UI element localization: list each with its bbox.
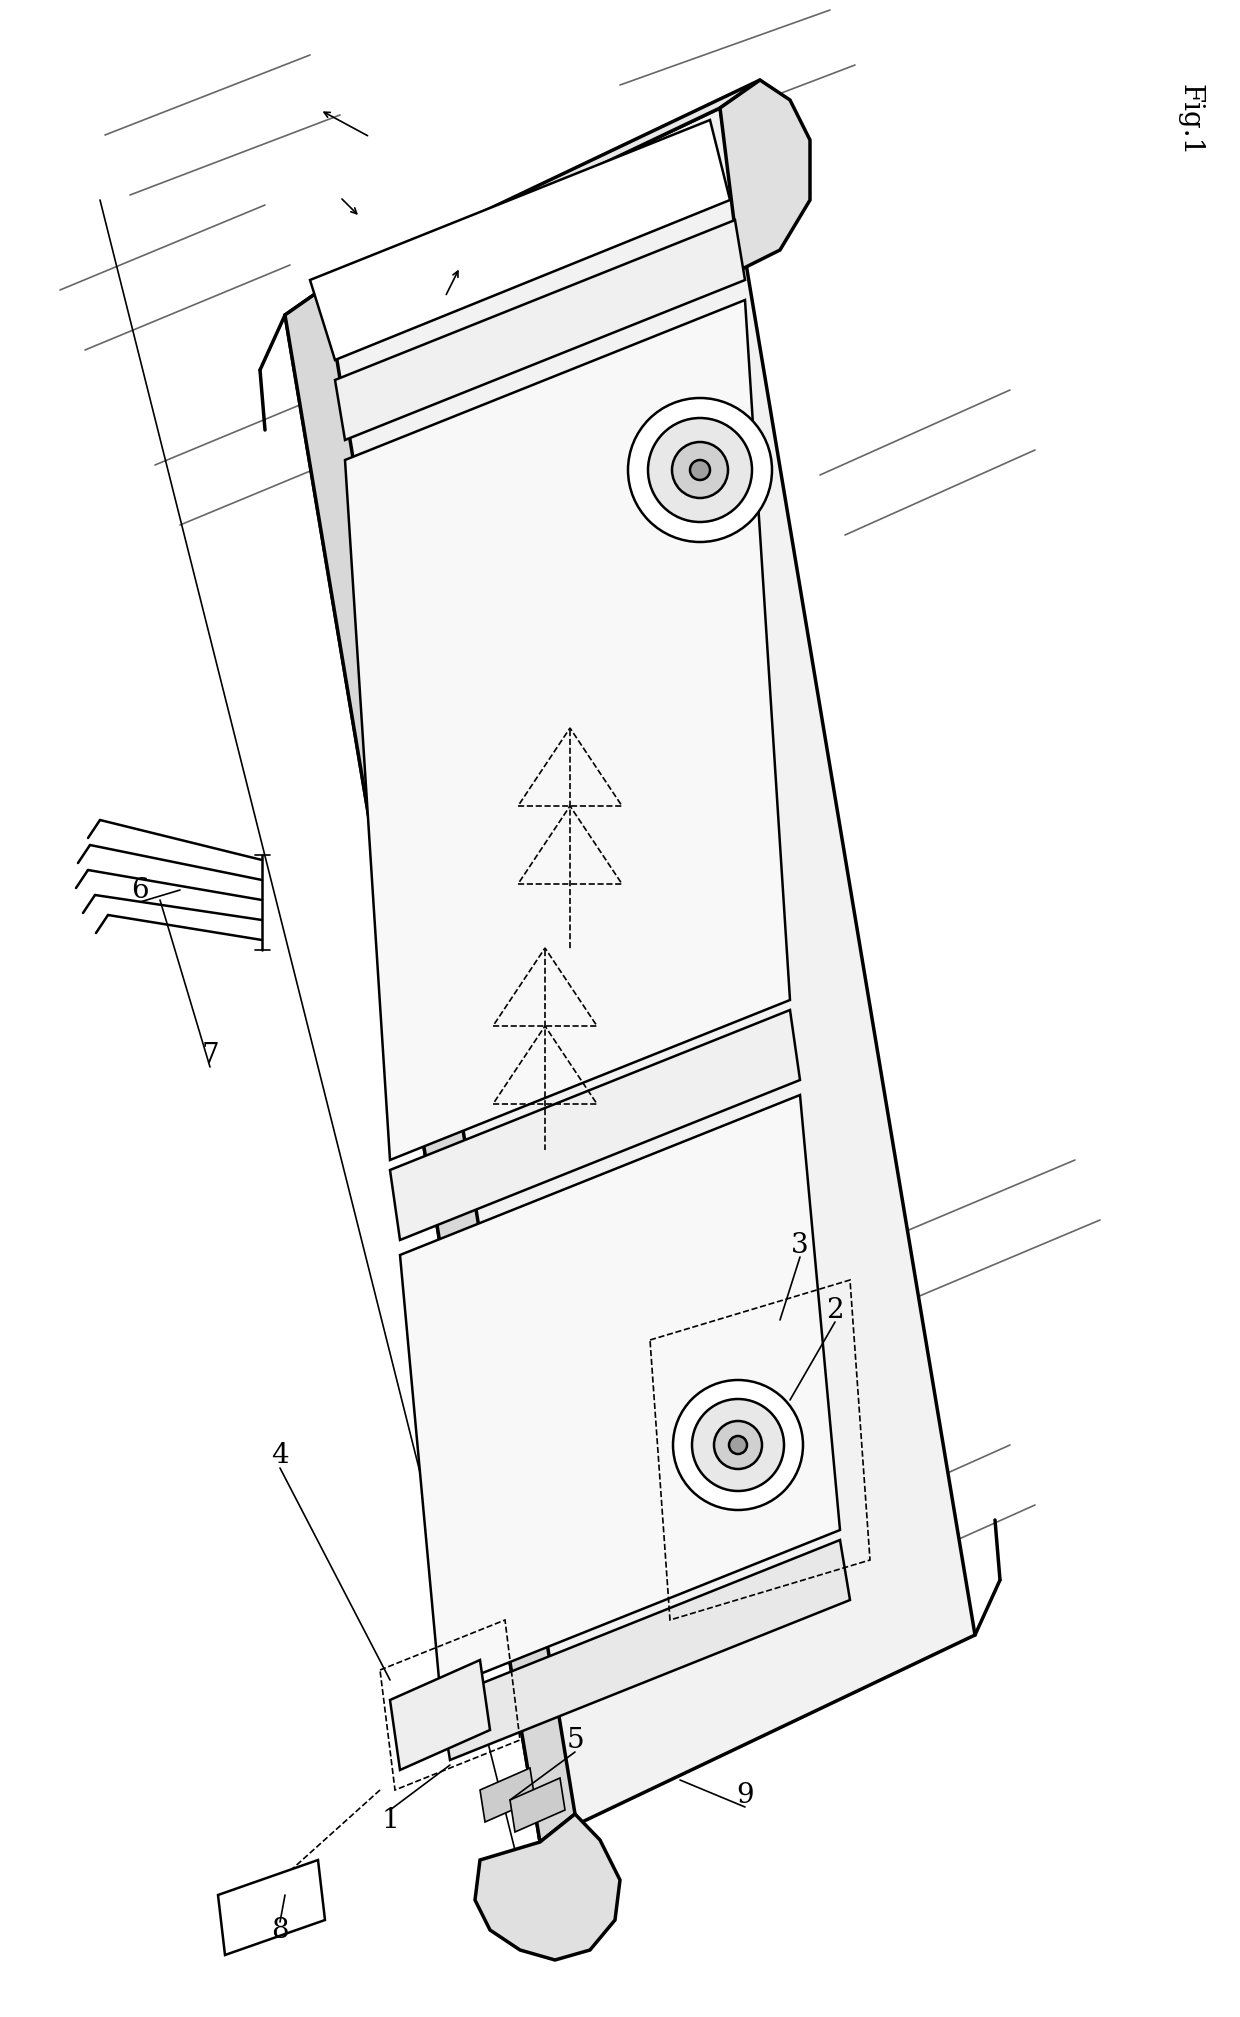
Text: 5: 5 <box>567 1727 584 1753</box>
Polygon shape <box>285 286 575 1842</box>
Text: Fig.1: Fig.1 <box>1177 85 1204 155</box>
Polygon shape <box>218 1860 325 1954</box>
Text: 4: 4 <box>272 1442 289 1468</box>
Text: 6: 6 <box>131 877 149 904</box>
Text: 2: 2 <box>826 1297 843 1323</box>
Polygon shape <box>285 109 975 1842</box>
Circle shape <box>673 1380 804 1511</box>
Polygon shape <box>310 119 730 359</box>
Polygon shape <box>510 1779 565 1831</box>
Circle shape <box>672 442 728 498</box>
Circle shape <box>627 397 773 543</box>
Text: 1: 1 <box>381 1807 399 1833</box>
Polygon shape <box>335 220 745 440</box>
Circle shape <box>692 1400 784 1491</box>
Circle shape <box>689 460 711 480</box>
Polygon shape <box>391 1660 490 1771</box>
Circle shape <box>649 418 751 522</box>
Text: 8: 8 <box>272 1916 289 1944</box>
Text: 9: 9 <box>737 1781 754 1809</box>
Polygon shape <box>720 81 810 270</box>
Text: 3: 3 <box>791 1232 808 1259</box>
Polygon shape <box>285 81 760 315</box>
Circle shape <box>714 1422 763 1468</box>
Polygon shape <box>440 1541 849 1761</box>
Circle shape <box>729 1436 746 1454</box>
Polygon shape <box>480 1769 534 1821</box>
Text: 7: 7 <box>201 1041 219 1069</box>
Polygon shape <box>391 1011 800 1240</box>
Polygon shape <box>475 1813 620 1961</box>
Polygon shape <box>345 301 790 1160</box>
Polygon shape <box>401 1095 839 1690</box>
